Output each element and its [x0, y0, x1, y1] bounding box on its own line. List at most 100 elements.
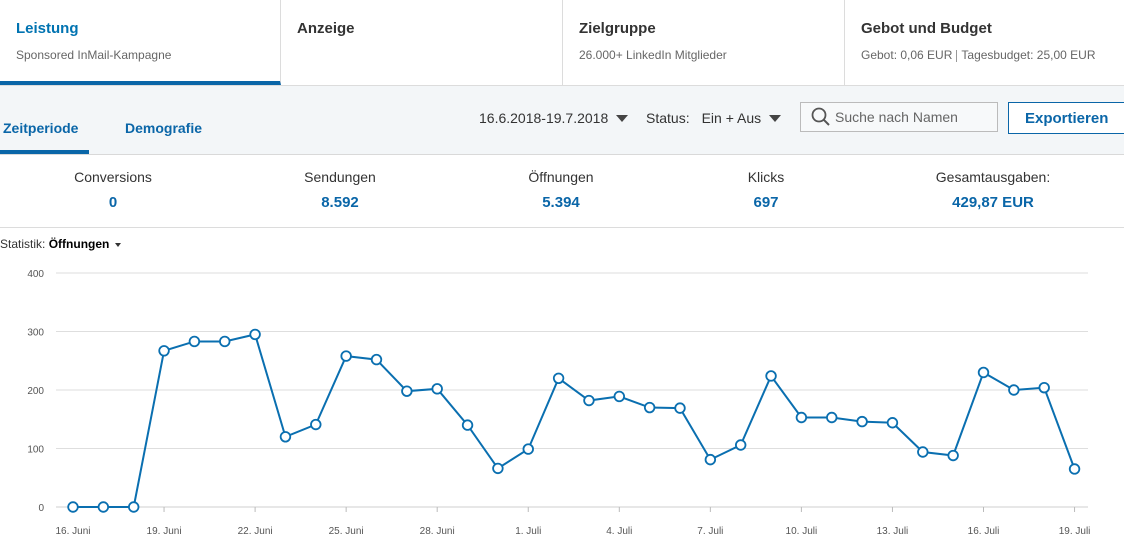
tab-zielgruppe[interactable]: Zielgruppe 26.000+ LinkedIn Mitglieder: [563, 0, 845, 85]
series-line: [73, 333, 1076, 508]
search-input[interactable]: [835, 109, 985, 125]
divider: [956, 49, 958, 62]
search-icon: [811, 107, 830, 126]
bid-text: Gebot: 0,06 EUR: [861, 48, 953, 62]
metric-label: Conversions: [74, 169, 152, 185]
data-point: [188, 335, 201, 348]
tab-subtitle: Sponsored InMail-Kampagne: [16, 48, 172, 62]
chevron-down-icon: [616, 114, 629, 122]
y-tick-label: 0: [38, 503, 44, 514]
data-point: [795, 411, 808, 424]
metric-value: 0: [108, 194, 118, 211]
tab-subtitle: Gebot: 0,06 EUR Tagesbudget: 25,00 EUR: [861, 48, 1124, 62]
data-point: [643, 401, 656, 414]
x-tick-label: 25. Juni: [329, 526, 364, 537]
metric-conversions: Conversions 0: [13, 169, 213, 211]
y-tick-label: 200: [27, 386, 44, 397]
data-point: [613, 390, 626, 403]
tab-anzeige[interactable]: Anzeige: [281, 0, 563, 85]
x-tick-label: 19. Juli: [1059, 526, 1091, 537]
tab-title: Leistung: [16, 20, 79, 37]
data-point: [310, 418, 322, 431]
report-toolbar: Zeitperiode Demografie 16.6.2018-19.7.20…: [0, 86, 1124, 155]
metric-label: Gesamtausgaben:: [935, 169, 1051, 185]
status-label: Status:: [646, 110, 690, 126]
x-tick-label: 7. Juli: [697, 526, 723, 537]
x-tick-label: 19. Juni: [147, 526, 182, 537]
data-point: [917, 446, 929, 458]
data-point: [552, 372, 565, 385]
data-point: [340, 350, 352, 362]
y-tick-label: 100: [27, 445, 44, 456]
metric-value: 5.394: [542, 194, 580, 211]
search-box[interactable]: [800, 102, 998, 132]
data-point: [279, 431, 292, 443]
data-point: [977, 366, 990, 379]
tab-demografie[interactable]: Demografie: [125, 120, 203, 136]
data-point: [67, 501, 79, 513]
status-filter[interactable]: Status: Ein + Aus: [646, 110, 782, 126]
data-point: [826, 411, 838, 424]
campaign-tabs: Leistung Sponsored InMail-Kampagne Anzei…: [0, 0, 1124, 86]
metric-value: 8.592: [321, 194, 359, 211]
tab-title: Gebot und Budget: [861, 20, 992, 37]
export-button[interactable]: Exportieren: [1008, 102, 1124, 134]
data-point: [704, 453, 717, 466]
data-point: [370, 353, 383, 366]
data-point: [492, 462, 504, 475]
data-point: [158, 345, 170, 357]
data-point: [522, 443, 534, 455]
data-point: [219, 335, 231, 348]
data-point: [1068, 463, 1081, 475]
chevron-down-icon: [769, 114, 782, 122]
metric-value: 429,87 EUR: [952, 194, 1034, 211]
tab-title: Anzeige: [297, 20, 355, 37]
tab-subtitle: 26.000+ LinkedIn Mitglieder: [579, 48, 727, 62]
data-point: [674, 402, 686, 414]
metric-label: Sendungen: [304, 169, 376, 185]
x-tick-label: 4. Juli: [606, 526, 632, 537]
data-point: [765, 370, 777, 382]
data-point: [431, 383, 443, 395]
data-point: [886, 417, 899, 429]
status-value: Ein + Aus: [701, 110, 762, 126]
data-point: [1008, 384, 1020, 396]
date-range-value: 16.6.2018-19.7.2018: [479, 110, 609, 126]
metric-oeffnungen: Öffnungen 5.394: [461, 169, 661, 211]
data-point: [97, 501, 110, 513]
tab-title: Zielgruppe: [579, 20, 656, 37]
x-tick-label: 28. Juni: [420, 526, 455, 537]
data-point: [249, 328, 261, 341]
x-tick-label: 16. Juni: [55, 526, 90, 537]
metric-label: Öffnungen: [528, 169, 594, 185]
x-tick-label: 22. Juni: [238, 526, 273, 537]
data-point: [127, 501, 140, 513]
daily-budget-text: Tagesbudget: 25,00 EUR: [961, 48, 1096, 62]
metric-gesamtausgaben: Gesamtausgaben: 429,87 EUR: [893, 169, 1093, 211]
statistic-label: Statistik:: [0, 237, 46, 251]
x-tick-label: 13. Juli: [877, 526, 909, 537]
data-point: [735, 439, 747, 451]
tab-gebot-und-budget[interactable]: Gebot und Budget Gebot: 0,06 EUR Tagesbud…: [845, 0, 1124, 85]
data-point: [1038, 381, 1050, 394]
statistic-value: Öffnungen: [48, 237, 110, 251]
data-point: [856, 415, 868, 428]
metric-sendungen: Sendungen 8.592: [240, 169, 440, 211]
data-point: [401, 385, 413, 397]
y-tick-label: 400: [27, 269, 44, 280]
data-point: [583, 394, 595, 407]
metrics-summary: Conversions 0 Sendungen 8.592 Öffnungen …: [0, 155, 1124, 228]
tab-zeitperiode[interactable]: Zeitperiode: [3, 120, 79, 136]
x-tick-label: 16. Juli: [968, 526, 1000, 537]
metric-label: Klicks: [747, 169, 785, 185]
y-tick-label: 300: [27, 328, 44, 339]
tab-leistung[interactable]: Leistung Sponsored InMail-Kampagne: [0, 0, 281, 85]
oeffnungen-line-chart: 0 100 200 300 400 16. Juni 19. Juni 22. Juni 25.…: [27, 269, 1091, 537]
metric-klicks: Klicks 697: [666, 169, 866, 211]
date-range-dropdown[interactable]: 16.6.2018-19.7.2018: [479, 110, 629, 126]
statistic-selector[interactable]: Statistik: Öffnungen: [0, 237, 122, 251]
x-tick-label: 1. Juli: [515, 526, 541, 537]
data-point: [461, 419, 474, 431]
metric-value: 697: [753, 194, 779, 211]
chevron-down-icon: [115, 242, 122, 247]
